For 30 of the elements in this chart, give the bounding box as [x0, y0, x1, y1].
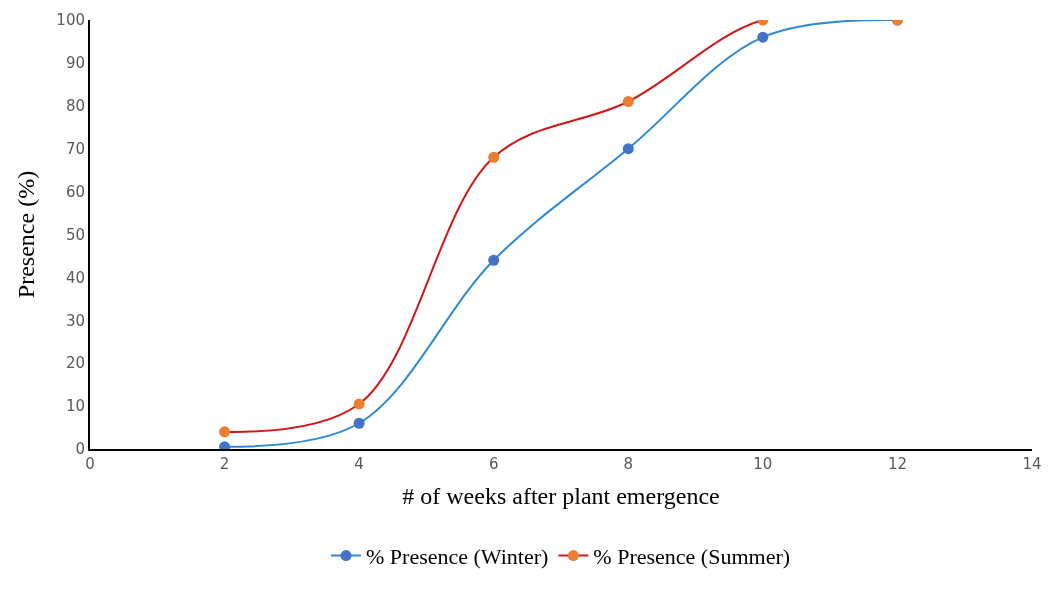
point: [488, 151, 500, 163]
x-tick-label: 14: [1022, 455, 1042, 473]
legend-label: % Presence (Winter): [366, 544, 549, 570]
x-tick-label: 10: [753, 455, 773, 473]
point: [757, 31, 769, 43]
y-tick-label: 10: [65, 397, 85, 416]
point: [622, 96, 634, 108]
y-tick-label: 30: [65, 311, 85, 330]
y-tick-label: 50: [65, 225, 85, 244]
x-axis-title: # of weeks after plant emergence: [402, 482, 720, 509]
x-tick-label: 4: [354, 455, 364, 473]
y-tick-label: 90: [65, 54, 85, 73]
point: [353, 398, 365, 410]
point: [488, 254, 500, 266]
y-tick-label: 80: [65, 97, 85, 116]
point: [353, 417, 365, 429]
x-tick-label: 6: [488, 455, 499, 473]
x-tick-label: 12: [887, 455, 907, 473]
point: [219, 426, 231, 438]
legend-label: % Presence (Summer): [593, 544, 791, 570]
y-tick-label: 100: [56, 11, 85, 30]
y-tick-label: 60: [65, 182, 85, 201]
y-tick-label: 40: [65, 268, 85, 287]
point: [622, 143, 634, 155]
y-axis-title: Presence (%): [12, 170, 39, 299]
x-tick-label: 8: [623, 455, 634, 473]
y-tick-label: 0: [75, 440, 85, 459]
x-tick-label: 2: [219, 455, 230, 473]
y-tick-label: 20: [65, 354, 85, 373]
y-tick-label: 70: [65, 139, 85, 158]
